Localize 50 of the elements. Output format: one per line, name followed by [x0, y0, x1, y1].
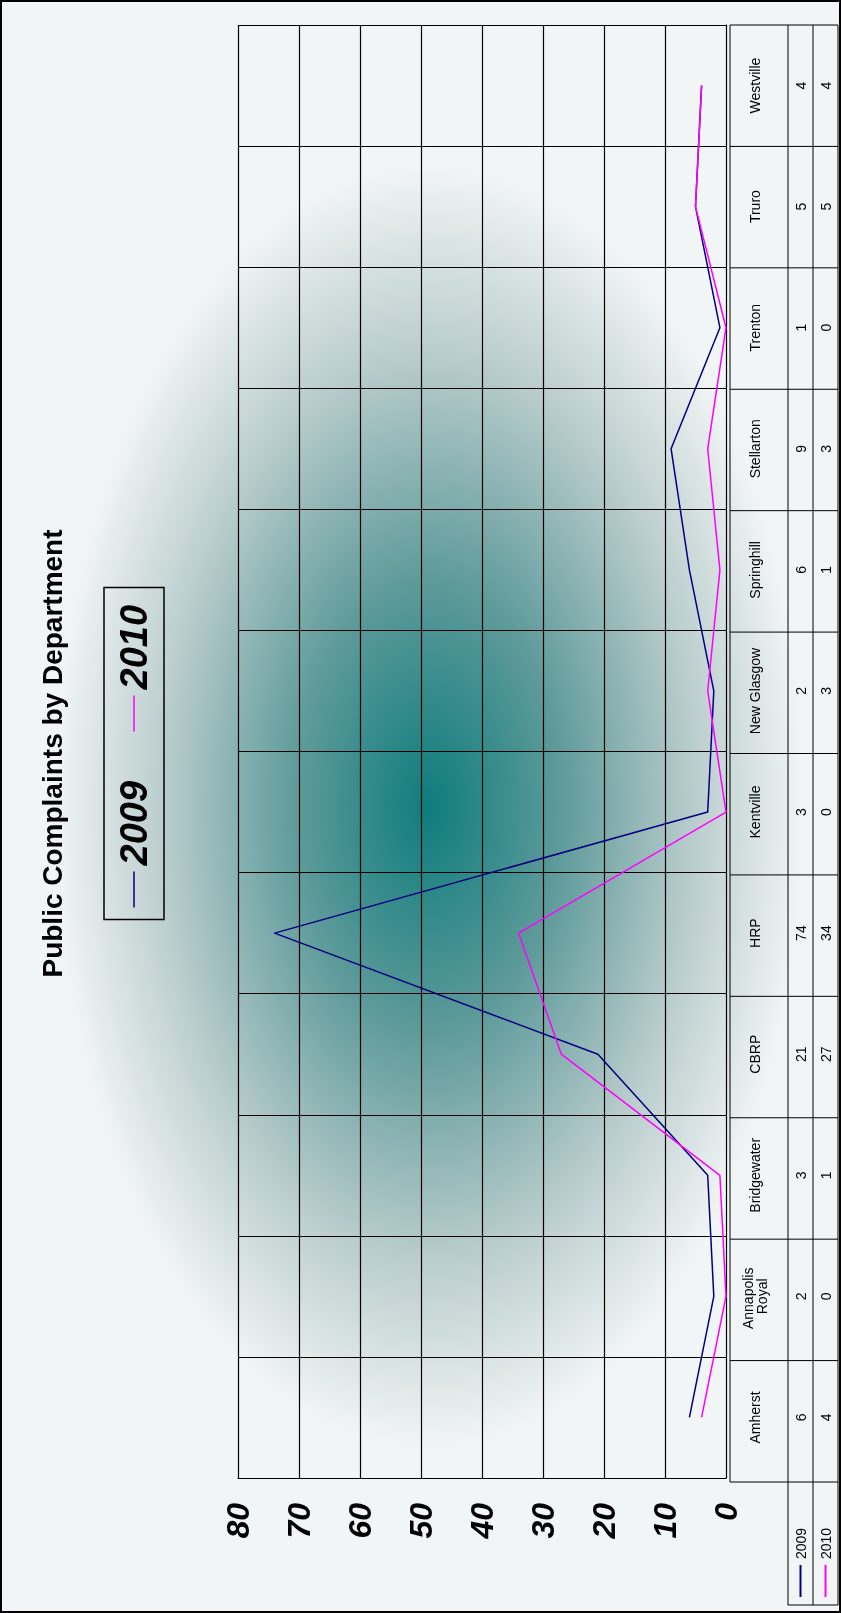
data-label: 2 [792, 1292, 809, 1301]
y-tick-label: Annapolis Royal [740, 1263, 770, 1330]
data-label: 0 [817, 1292, 834, 1301]
data-label: 4 [817, 81, 834, 90]
data-label: 9 [792, 444, 809, 453]
y-tick-label: Amherst [747, 1391, 763, 1444]
x-tick-label: 60 [342, 1502, 378, 1539]
data-label: 0 [817, 807, 834, 816]
data-label: 34 [817, 925, 834, 941]
data-label: 2 [792, 686, 809, 695]
data-label: 1 [817, 1171, 834, 1180]
data-label: 3 [792, 807, 809, 816]
data-label: 21 [792, 1046, 809, 1062]
y-tick-label: Springhill [747, 541, 763, 599]
data-label: 0 [817, 323, 834, 332]
data-label: 3 [792, 1171, 809, 1180]
x-tick-label: 0 [708, 1502, 744, 1521]
y-tick-label: Kentville [747, 785, 763, 839]
text: 2009 [792, 1527, 809, 1559]
text: 2009 [113, 780, 155, 867]
y-tick-label: Stellarton [747, 419, 763, 479]
x-tick-label: 30 [525, 1502, 561, 1539]
y-tick-label: New Glasgow [747, 646, 763, 735]
x-tick-label: 80 [220, 1502, 256, 1539]
data-label: 5 [792, 202, 809, 211]
data-label: 6 [792, 1413, 809, 1422]
data-label: 3 [817, 686, 834, 695]
y-tick-label: Bridgewater [747, 1137, 763, 1213]
data-label: 74 [792, 925, 809, 941]
data-label: 4 [817, 1413, 834, 1422]
data-label: 6 [792, 565, 809, 574]
text: Public Complaints by Department [36, 529, 68, 978]
data-label: 27 [817, 1046, 834, 1062]
y-tick-label: HRP [747, 918, 763, 948]
x-tick-label: 40 [464, 1502, 500, 1540]
data-label: 1 [817, 565, 834, 574]
text: 2010 [817, 1527, 834, 1559]
y-tick-label: Truro [747, 189, 763, 224]
x-tick-label: 20 [586, 1502, 622, 1540]
y-tick-label: CBRP [747, 1034, 763, 1074]
x-tick-label: 50 [403, 1502, 439, 1539]
data-label: 4 [792, 81, 809, 90]
data-label: 1 [792, 323, 809, 332]
text: 2010 [113, 604, 155, 690]
y-tick-label: Trenton [747, 303, 763, 352]
x-tick-label: 10 [647, 1502, 683, 1539]
x-tick-label: 70 [281, 1502, 317, 1539]
data-label: 5 [817, 202, 834, 211]
data-label: 3 [817, 444, 834, 453]
y-tick-label: Westville [747, 57, 763, 114]
